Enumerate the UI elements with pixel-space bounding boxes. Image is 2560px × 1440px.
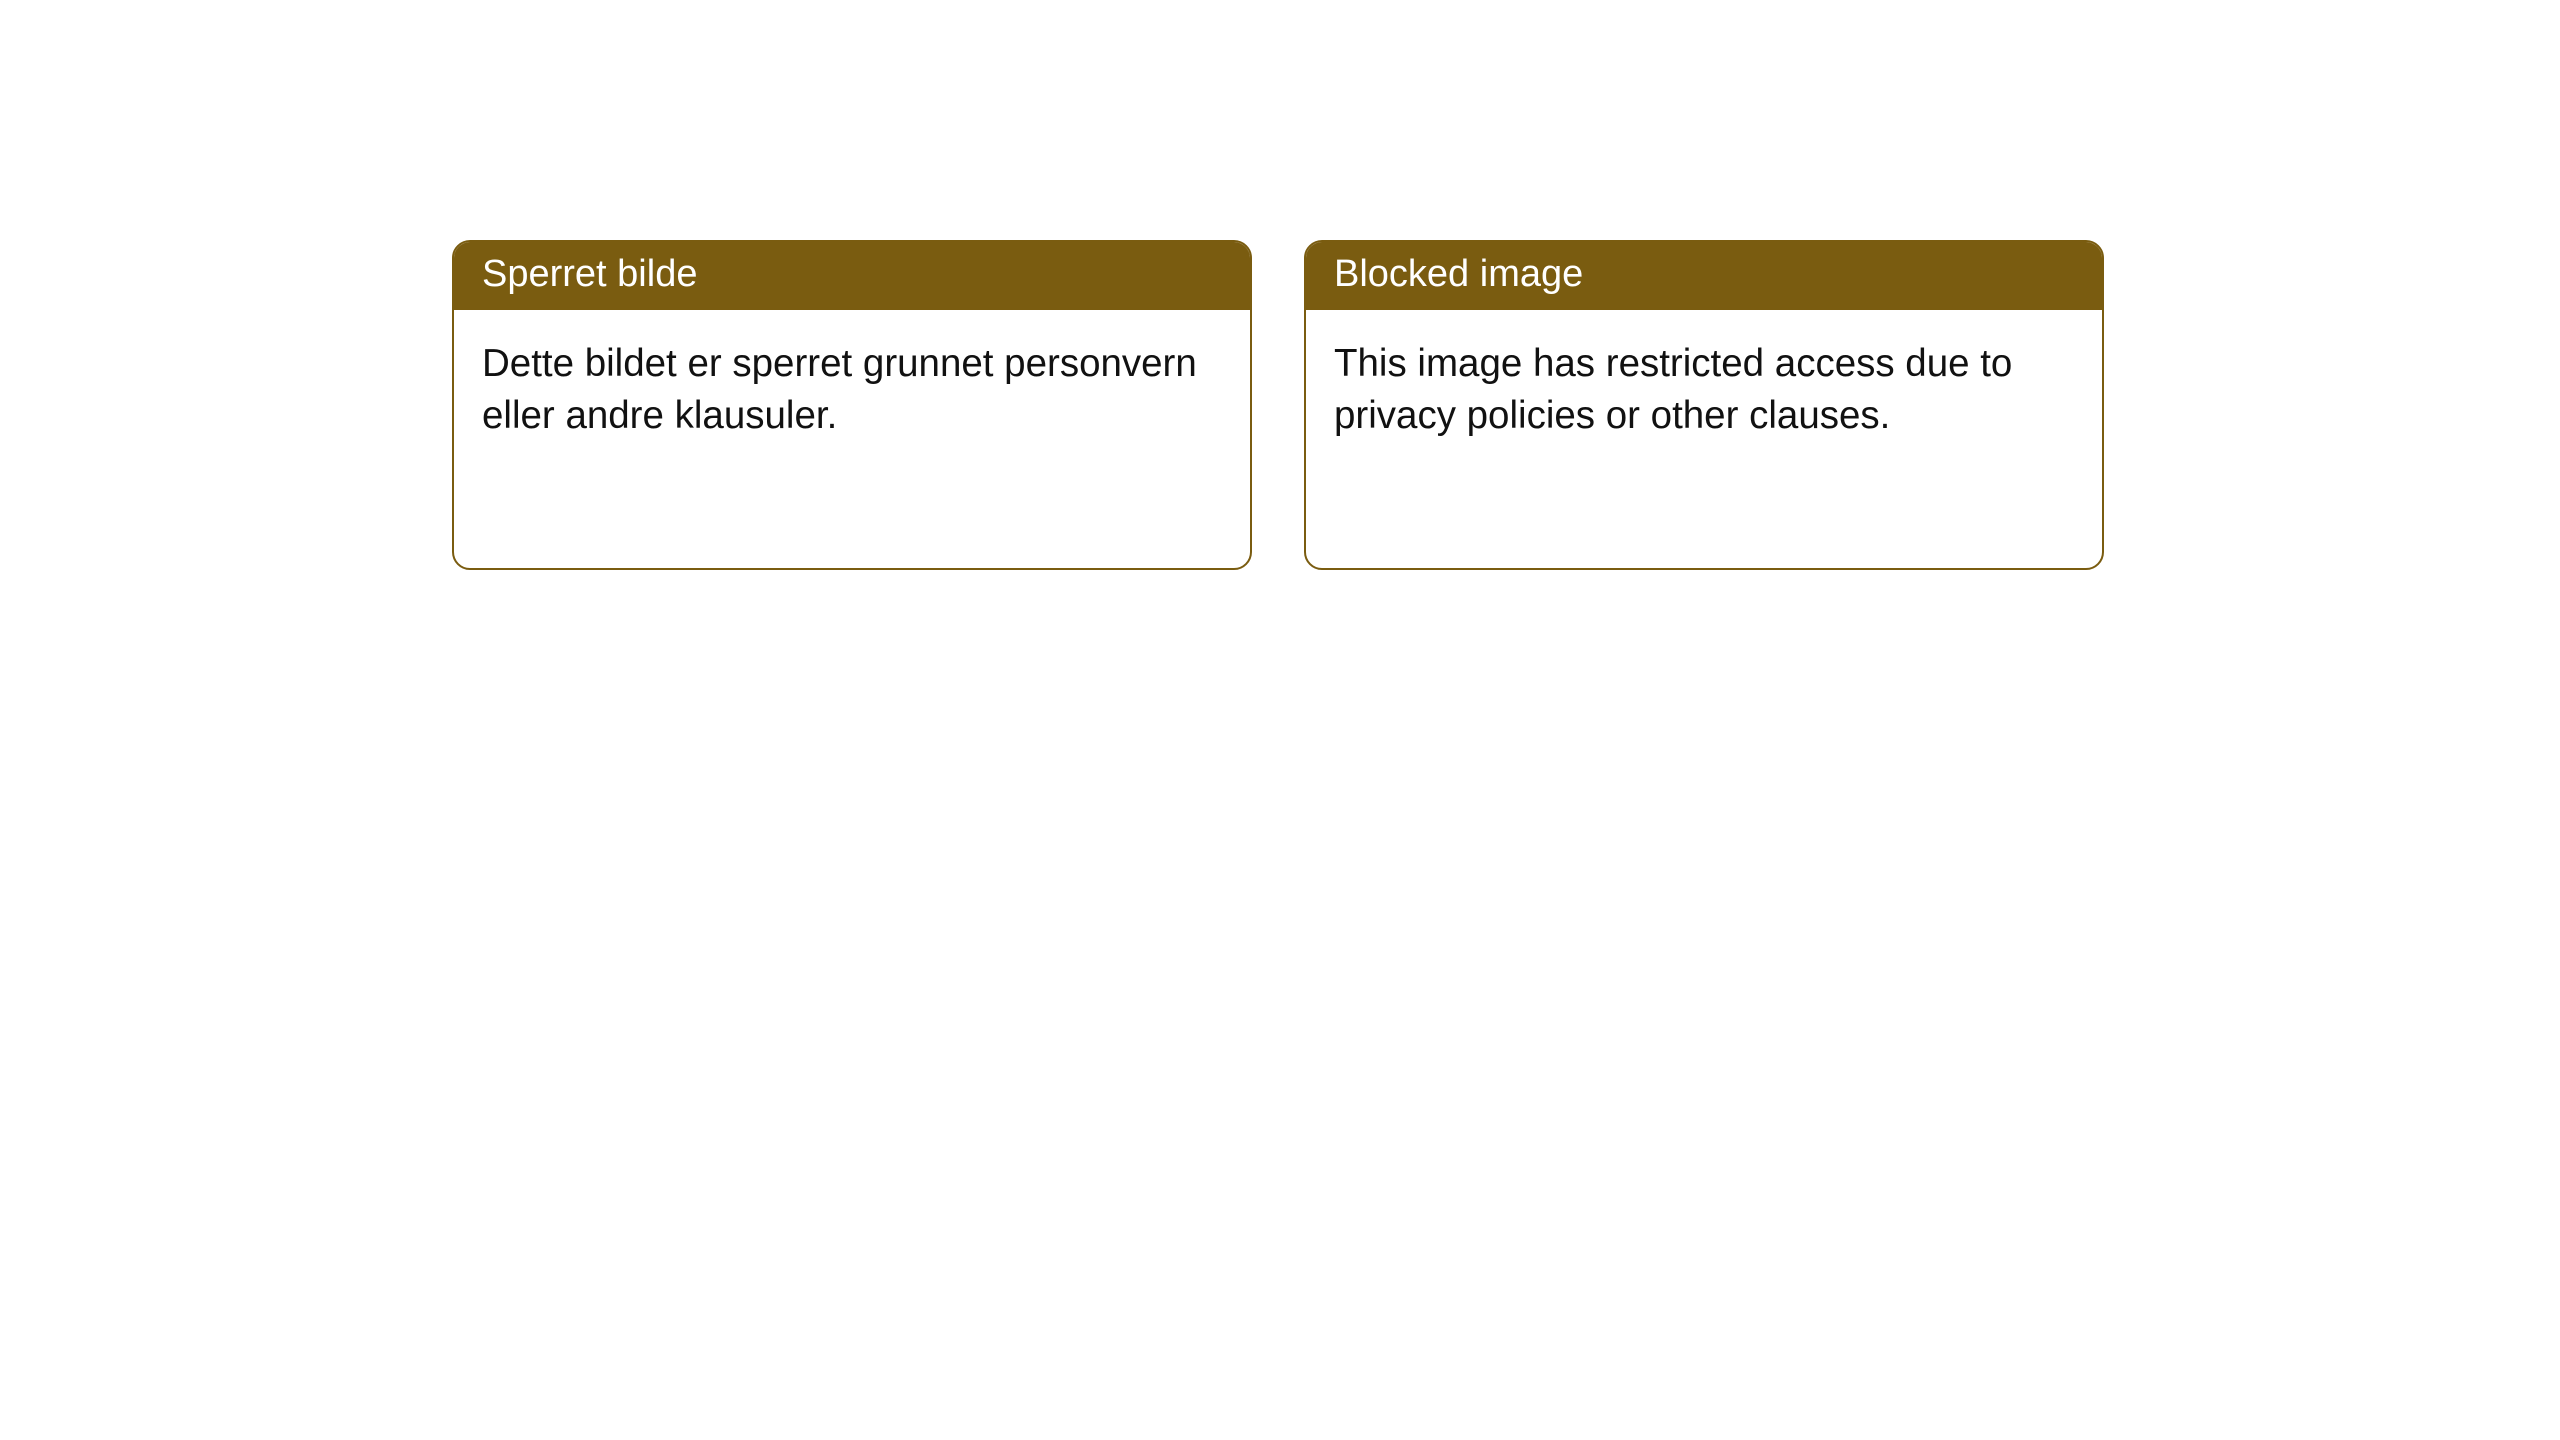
- notice-title-norwegian: Sperret bilde: [454, 242, 1250, 310]
- notice-container: Sperret bilde Dette bildet er sperret gr…: [0, 0, 2560, 570]
- notice-body-english: This image has restricted access due to …: [1306, 310, 2102, 462]
- notice-body-norwegian: Dette bildet er sperret grunnet personve…: [454, 310, 1250, 462]
- notice-title-english: Blocked image: [1306, 242, 2102, 310]
- notice-box-english: Blocked image This image has restricted …: [1304, 240, 2104, 570]
- notice-box-norwegian: Sperret bilde Dette bildet er sperret gr…: [452, 240, 1252, 570]
